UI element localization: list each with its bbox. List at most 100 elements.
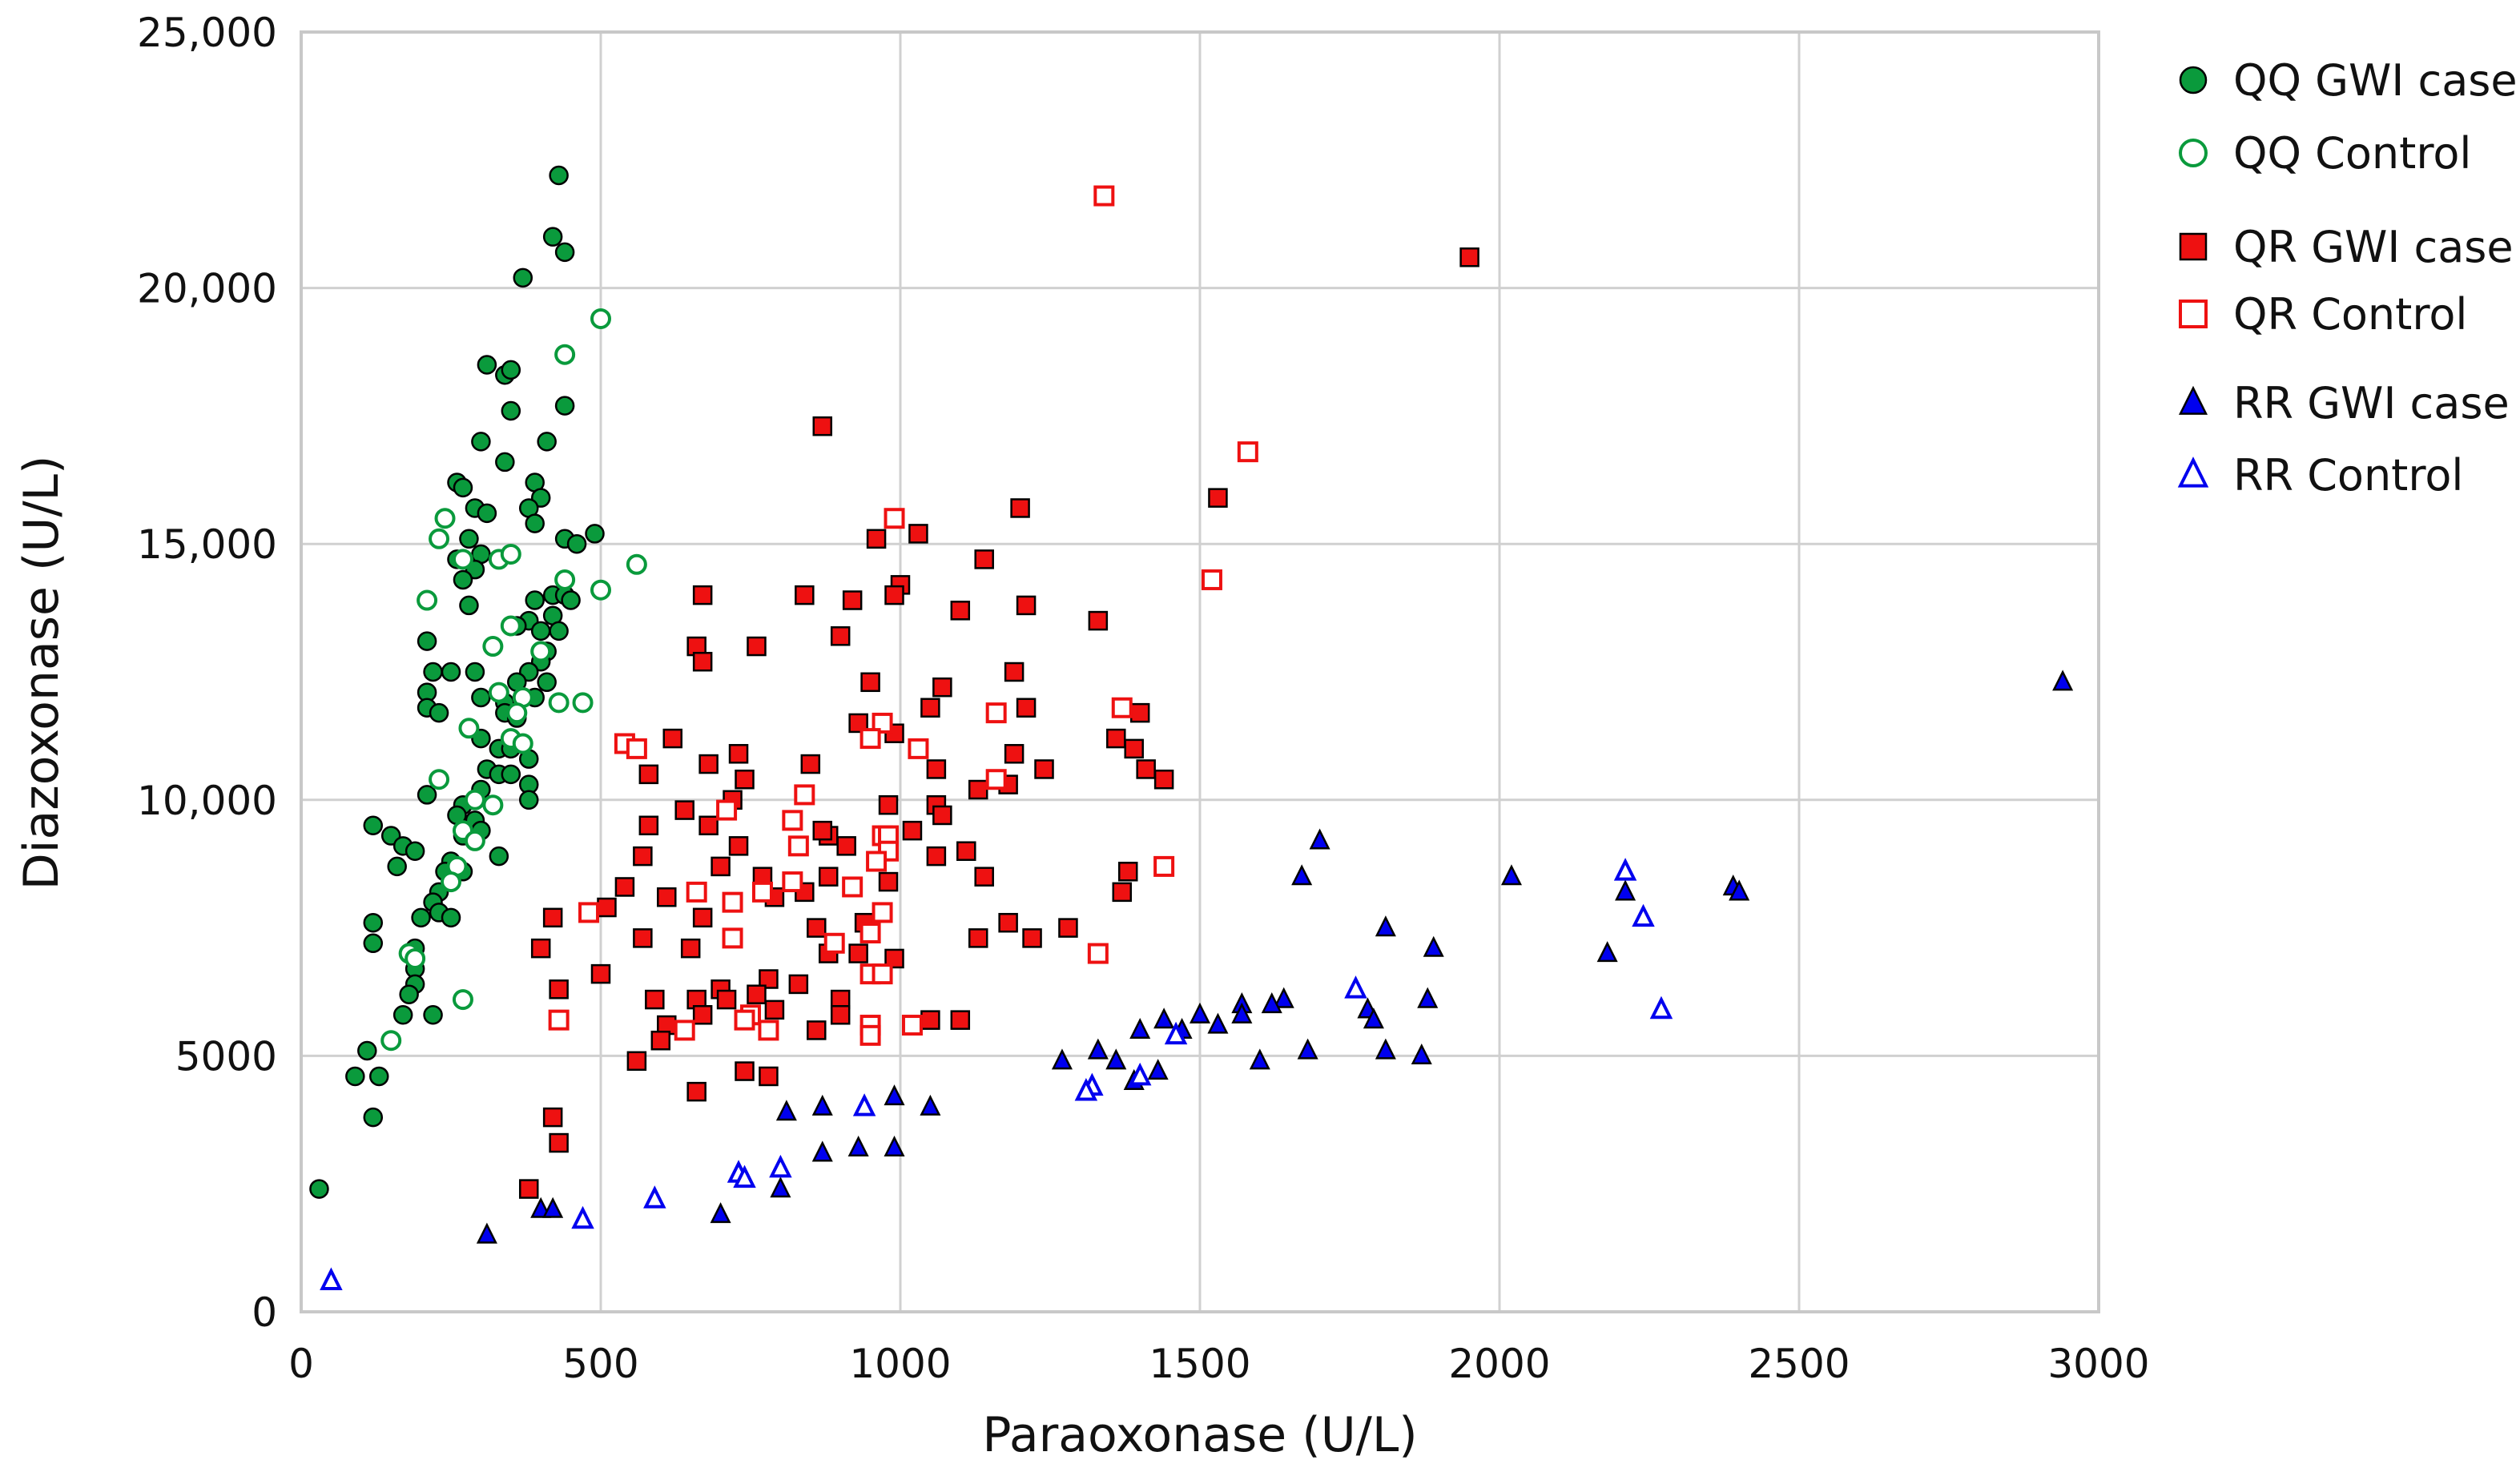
data-point <box>399 984 419 1004</box>
data-point <box>747 636 767 657</box>
data-point <box>956 841 976 861</box>
data-point <box>571 1205 594 1229</box>
data-point <box>1058 918 1078 938</box>
data-point <box>417 785 437 805</box>
data-point <box>722 927 743 949</box>
data-point <box>554 396 575 416</box>
y-tick-label: 25,000 <box>137 10 277 56</box>
data-point <box>728 836 749 856</box>
data-point <box>2052 670 2074 691</box>
data-point <box>1129 1017 1151 1040</box>
data-point <box>1201 569 1222 590</box>
data-point <box>471 687 491 708</box>
data-point <box>878 794 899 815</box>
y-tick-label: 15,000 <box>137 521 277 568</box>
data-point <box>662 728 683 749</box>
data-point <box>872 963 893 985</box>
x-tick-label: 3000 <box>2047 1341 2149 1387</box>
data-point <box>1208 488 1228 508</box>
data-point <box>872 712 893 734</box>
data-point <box>728 744 749 764</box>
series-qr-gwi-case <box>518 247 1479 1199</box>
y-tick-label: 5000 <box>175 1033 277 1080</box>
legend-item: QR Control <box>2179 289 2467 340</box>
data-point <box>1136 759 1156 779</box>
data-point <box>452 549 473 570</box>
data-point <box>759 1066 779 1087</box>
data-point <box>368 1066 389 1087</box>
data-point <box>549 621 569 641</box>
data-point <box>830 626 851 646</box>
series-rr-gwi-case <box>476 670 2074 1244</box>
data-point <box>1105 1048 1127 1070</box>
data-point <box>1112 882 1133 903</box>
data-point <box>645 989 665 1010</box>
data-point <box>800 754 821 774</box>
data-point <box>1088 610 1109 631</box>
data-point <box>482 794 504 816</box>
y-axis-title: Diazoxonase (U/L) <box>14 456 70 891</box>
data-point <box>884 508 905 529</box>
data-point <box>1189 1002 1211 1024</box>
data-point <box>901 1015 923 1036</box>
data-point <box>554 242 575 263</box>
data-point <box>1615 879 1636 901</box>
data-point <box>848 943 868 963</box>
x-tick-label: 1500 <box>1149 1341 1250 1387</box>
data-point <box>1649 995 1673 1019</box>
data-point <box>1087 943 1109 964</box>
data-point <box>482 636 504 658</box>
data-point <box>363 933 384 954</box>
data-point <box>692 585 713 605</box>
data-point <box>542 1107 563 1128</box>
data-point <box>807 1020 827 1040</box>
data-point <box>411 907 431 928</box>
data-point <box>747 984 767 1004</box>
data-point <box>920 1010 940 1030</box>
data-point <box>489 846 509 867</box>
data-point <box>823 932 845 954</box>
data-point <box>453 569 473 590</box>
data-point <box>866 851 888 872</box>
data-point <box>500 543 521 565</box>
data-point <box>1022 928 1042 948</box>
data-point <box>848 713 868 734</box>
data-point <box>1613 858 1637 881</box>
data-point <box>692 651 713 672</box>
legend-item: QR GWI case <box>2179 222 2514 272</box>
data-point <box>1291 864 1313 886</box>
data-point <box>590 579 611 601</box>
data-point <box>908 524 928 544</box>
data-point <box>859 1024 881 1046</box>
data-point <box>872 902 893 923</box>
data-point <box>549 165 569 186</box>
data-point <box>530 641 552 662</box>
series-qq-control <box>380 308 647 1052</box>
data-point <box>1423 935 1444 957</box>
data-point <box>1106 728 1126 749</box>
data-point <box>770 1176 791 1198</box>
data-point <box>525 513 545 533</box>
data-point <box>1344 975 1367 999</box>
data-point <box>795 585 815 605</box>
legend-item: QQ GWI case <box>2179 55 2518 106</box>
data-point <box>1004 744 1025 764</box>
legend-marker-triangle-icon <box>2177 456 2209 488</box>
data-point <box>926 759 947 779</box>
x-axis-title: Paraoxonase (U/L) <box>982 1407 1417 1463</box>
data-point <box>968 779 988 800</box>
data-point <box>1087 1038 1109 1060</box>
data-point <box>561 590 581 610</box>
data-point <box>501 764 521 785</box>
data-point <box>692 1005 713 1025</box>
legend-label: QQ GWI case <box>2233 55 2518 106</box>
data-point <box>530 938 551 959</box>
data-point <box>1596 941 1618 963</box>
data-point <box>471 432 491 452</box>
data-point <box>735 1061 755 1081</box>
legend-label: RR GWI case <box>2233 378 2510 428</box>
data-point <box>1074 1078 1098 1101</box>
data-point <box>847 1136 869 1157</box>
legend-item: RR Control <box>2177 450 2463 501</box>
